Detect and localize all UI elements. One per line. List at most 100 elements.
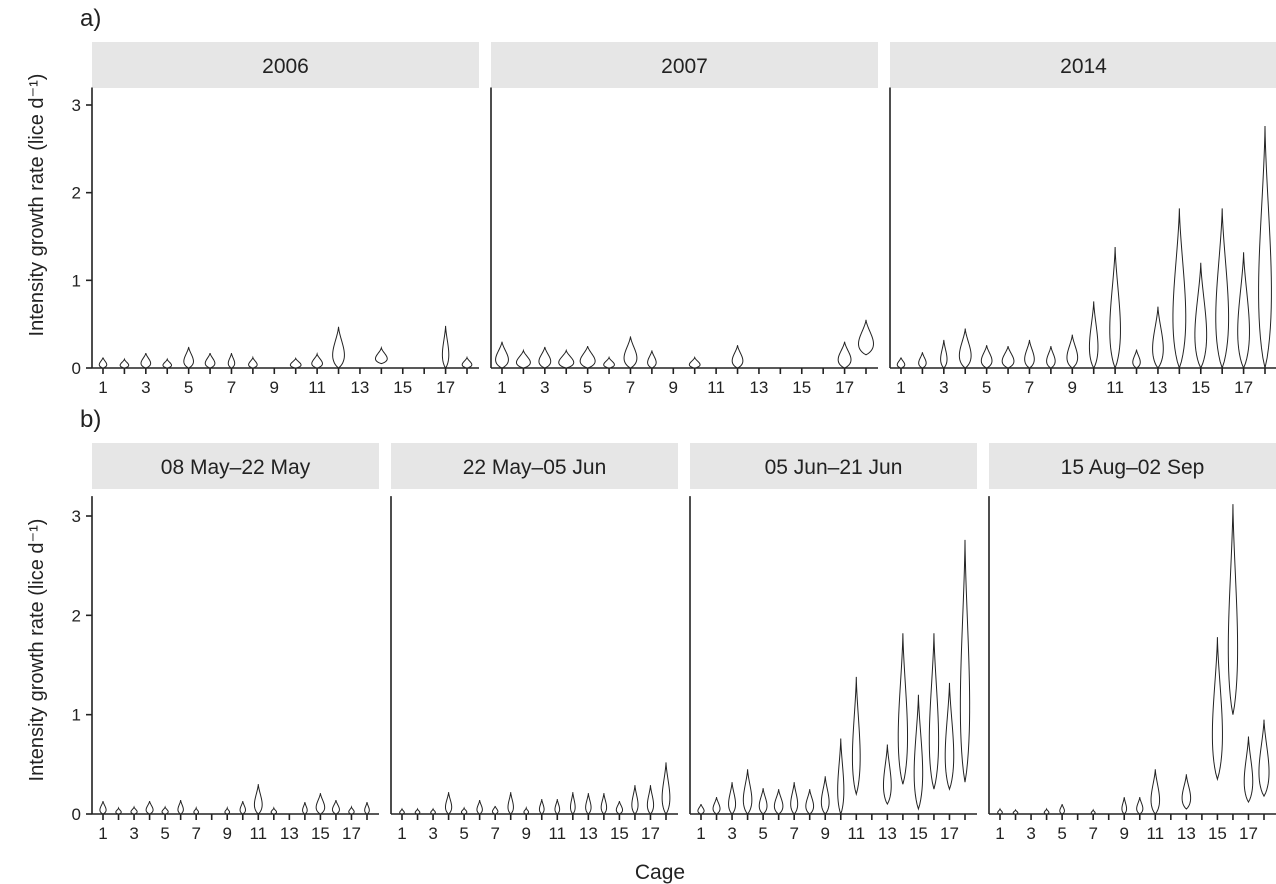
violin-cage-16 [331, 800, 340, 815]
x-tick-label: 13 [1148, 378, 1167, 397]
x-tick-label: 9 [1120, 824, 1129, 843]
violin-cage-18 [661, 762, 671, 815]
x-tick-label: 1 [696, 824, 705, 843]
strip-background [890, 42, 1276, 88]
violin-cage-17 [944, 682, 955, 791]
violin-cage-12 [731, 345, 744, 369]
x-tick-label: 17 [1239, 824, 1258, 843]
violin-cage-17 [837, 341, 852, 369]
x-tick-label: 3 [540, 378, 549, 397]
figure-b-tag: b) [80, 406, 101, 433]
violin-cage-8 [1046, 346, 1056, 369]
x-tick-label: 5 [583, 378, 592, 397]
x-tick-label: 3 [1026, 824, 1035, 843]
violin-cage-18 [461, 355, 473, 369]
violin-cage-6 [603, 355, 615, 369]
x-tick-label: 13 [579, 824, 598, 843]
panel-b-22may-05jun: 22 May–05 Jun [391, 443, 678, 489]
x-tick-label: 7 [789, 824, 798, 843]
violin-cage-12 [1132, 349, 1141, 369]
violin-cage-5 [460, 806, 468, 815]
x-tick-label: 3 [428, 824, 437, 843]
violin-cage-15 [615, 801, 624, 815]
x-tick-label: 11 [308, 378, 326, 397]
violin-cage-15 [913, 694, 924, 811]
y-tick-label: 3 [72, 96, 81, 115]
plot-area: 1 3 5 7 9 11 13 15 17 [390, 496, 678, 843]
violin-cage-17 [1243, 736, 1254, 804]
violin-cage-1 [896, 357, 906, 369]
violin-cage-4 [1043, 807, 1050, 815]
x-tick-label: 7 [191, 824, 200, 843]
violin-cage-9 [523, 806, 530, 815]
violin-cage-10 [1136, 797, 1144, 815]
plot-area: 1 3 5 7 9 11 13 15 17 [689, 496, 977, 843]
violin-cage-4 [958, 328, 972, 369]
y-tick-label: 2 [72, 184, 81, 203]
x-tick-label: 3 [939, 378, 948, 397]
panel-a-2014: 2014 [890, 42, 1276, 88]
x-tick-label: 15 [792, 378, 811, 397]
violin-cage-2 [414, 807, 421, 815]
strip-label: 05 Jun–21 Jun [765, 456, 903, 479]
violin-cage-1 [98, 357, 108, 369]
violin-cage-13 [1152, 306, 1164, 369]
x-tick-label: 17 [835, 378, 854, 397]
x-tick-label: 17 [436, 378, 455, 397]
violin-cage-5 [758, 788, 768, 815]
y-tick-label: 2 [72, 606, 81, 625]
violin-cage-7 [193, 806, 199, 815]
x-tick-label: 5 [459, 824, 468, 843]
violin-cage-15 [315, 793, 326, 815]
panel-b-05jun-21jun: 05 Jun–21 Jun [690, 443, 977, 489]
x-tick-label: 11 [1106, 378, 1124, 397]
x-tick-label: 5 [184, 378, 193, 397]
violin-cage-2 [119, 357, 130, 369]
violin-cage-11 [851, 676, 861, 797]
violin-cage-5 [1059, 803, 1065, 815]
violin-cage-2 [115, 806, 122, 815]
violin-cage-6 [1001, 345, 1015, 369]
violin-cage-12 [270, 806, 278, 815]
x-tick-label: 11 [249, 824, 267, 843]
violin-cage-6 [204, 352, 216, 369]
violin-cage-18 [1258, 719, 1270, 798]
violin-cage-2 [1012, 808, 1019, 815]
violin-cage-1 [399, 807, 405, 815]
x-tick-label: 17 [641, 824, 660, 843]
violin-cage-14 [374, 345, 388, 365]
violin-cage-3 [130, 805, 138, 815]
violin-cage-14 [1172, 208, 1187, 370]
violin-cage-10 [688, 355, 701, 369]
x-tick-label: 9 [669, 378, 678, 397]
violin-cage-5 [161, 805, 169, 815]
violin-cage-4 [145, 800, 154, 815]
violin-cage-2 [918, 352, 927, 369]
violin-cage-4 [162, 357, 173, 369]
x-tick-label: 9 [1068, 378, 1077, 397]
strip-background [690, 443, 977, 489]
x-tick-label: 17 [342, 824, 361, 843]
plot-area: 1 3 5 7 9 11 13 15 17 [889, 87, 1276, 397]
panel-a-2006: 2006 [92, 42, 479, 88]
x-tick-label: 5 [758, 824, 767, 843]
violin-cage-1 [997, 807, 1003, 815]
violin-cage-15 [1211, 637, 1223, 782]
x-tick-label: 5 [160, 824, 169, 843]
violin-cage-18 [858, 319, 874, 356]
x-tick-label: 3 [129, 824, 138, 843]
strip-background [391, 443, 678, 489]
x-tick-label: 15 [311, 824, 330, 843]
violin-cage-8 [647, 350, 657, 369]
violin-cage-9 [1121, 797, 1128, 815]
violin-cage-18 [959, 539, 971, 783]
figure-a-ylabel: Intensity growth rate (lice d⁻¹) [26, 74, 48, 337]
plot-area: 1 3 5 7 9 11 13 15 17 [490, 87, 878, 397]
violin-cage-10 [538, 799, 545, 815]
violin-cage-14 [302, 802, 308, 815]
x-tick-label: 13 [878, 824, 897, 843]
x-tick-label: 15 [1208, 824, 1227, 843]
x-tick-label: 7 [490, 824, 499, 843]
violin-cage-4 [444, 792, 453, 815]
